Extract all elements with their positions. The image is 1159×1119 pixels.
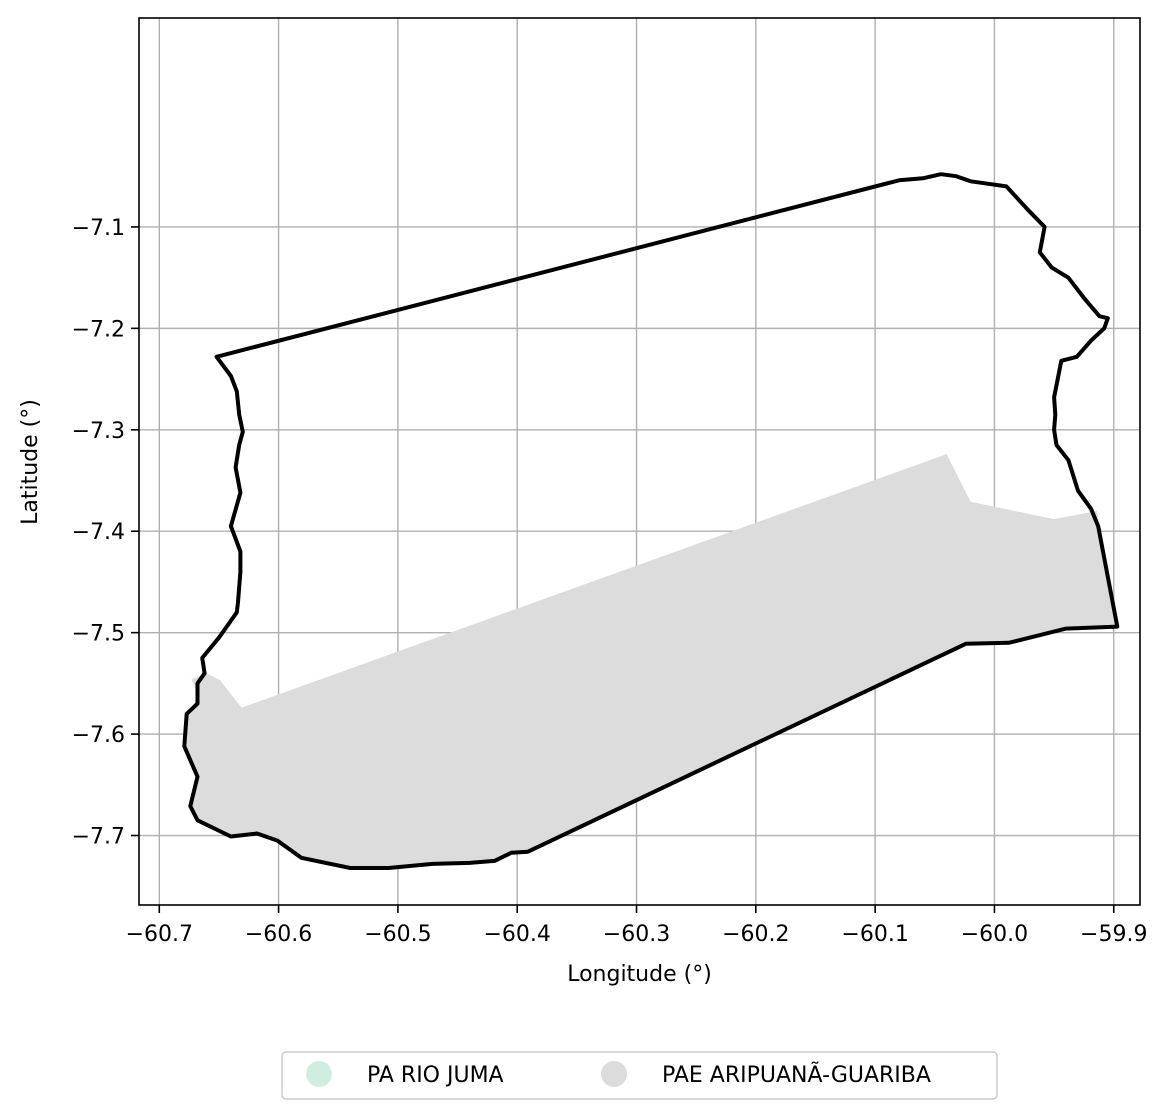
x-tick-label: −60.6 (245, 922, 312, 947)
legend-label-pa-rio-juma: PA RIO JUMA (367, 1063, 504, 1088)
y-tick-label: −7.1 (72, 216, 125, 241)
y-axis: −7.1 −7.2 −7.3 −7.4 −7.5 −7.6 −7.7 (72, 216, 139, 850)
grid-lines (139, 18, 1140, 905)
legend-frame (281, 1051, 998, 1100)
y-tick-label: −7.7 (72, 825, 125, 850)
y-tick-label: −7.4 (72, 520, 125, 545)
boundary-outline (182, 172, 1120, 870)
y-tick-label: −7.5 (72, 622, 125, 647)
x-tick-label: −59.9 (1080, 922, 1147, 947)
x-tick-label: −60.3 (603, 922, 670, 947)
y-tick-label: −7.3 (72, 419, 125, 444)
x-tick-label: −60.1 (841, 922, 908, 947)
legend: PA RIO JUMA PAE ARIPUANÃ-GUARIBA (281, 1051, 998, 1100)
x-tick-label: −60.5 (364, 922, 431, 947)
map-layers (182, 172, 1120, 870)
plot-frame (138, 17, 1141, 906)
plot-area: −60.7 −60.6 −60.5 −60.4 −60.3 −60.2 −60.1 −60.0… (72, 17, 1147, 947)
area-pae-aripuana-guariba (184, 454, 1118, 868)
legend-label-pae-aripuana-guariba: PAE ARIPUANÃ-GUARIBA (662, 1061, 931, 1088)
x-axis: −60.7 −60.6 −60.5 −60.4 −60.3 −60.2 −60.1 −60.0… (126, 905, 1147, 947)
y-tick-label: −7.2 (72, 317, 125, 342)
legend-marker-pae-aripuana-guariba (601, 1061, 627, 1087)
y-axis-label: Latitude (°) (18, 399, 43, 525)
x-tick-label: −60.2 (722, 922, 789, 947)
legend-marker-pa-rio-juma (306, 1061, 332, 1087)
x-tick-label: −60.7 (126, 922, 193, 947)
x-tick-label: −60.4 (483, 922, 550, 947)
y-tick-label: −7.6 (72, 723, 125, 748)
x-tick-label: −60.0 (961, 922, 1028, 947)
x-axis-label: Longitude (°) (567, 962, 712, 987)
